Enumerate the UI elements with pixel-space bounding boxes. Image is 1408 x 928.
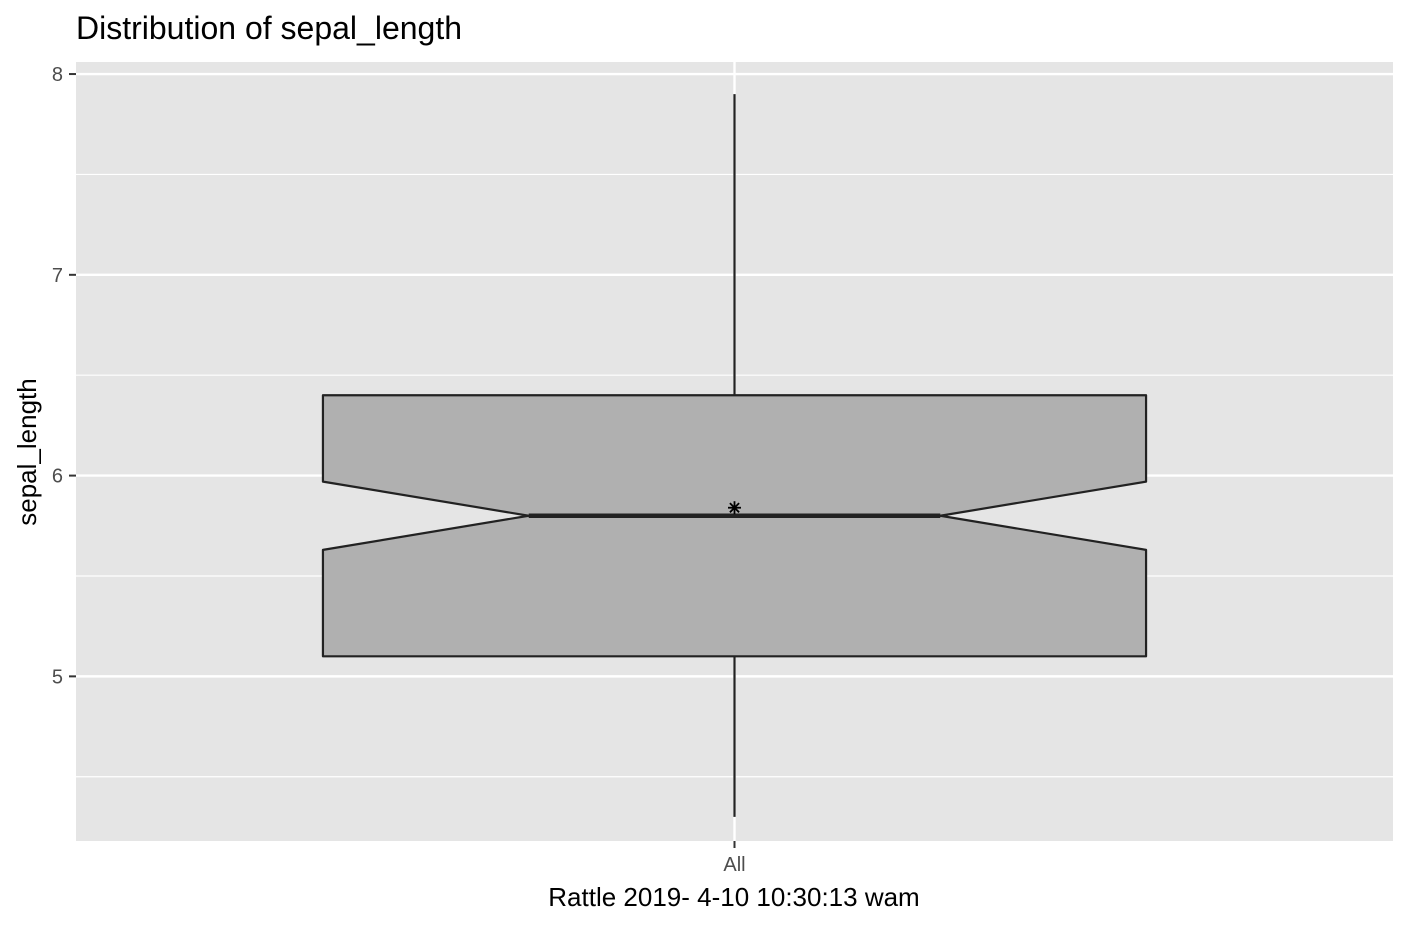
y-axis-label: sepal_length (12, 378, 42, 525)
y-tick-label: 7 (52, 265, 63, 287)
y-tick-label: 5 (52, 666, 63, 688)
notched-box (321, 394, 1148, 658)
mean-marker (728, 501, 741, 515)
chart-title: Distribution of sepal_length (76, 10, 462, 46)
y-tick-label: 8 (52, 64, 63, 86)
x-axis: All (723, 841, 746, 876)
x-tick-label: All (723, 854, 745, 876)
box-layer (321, 94, 1148, 817)
mean-marker-stroke (729, 502, 740, 513)
x-axis-label: Rattle 2019- 4-10 10:30:13 wam (548, 882, 919, 912)
y-axis: 5 6 7 8 (52, 64, 76, 688)
y-tick-label: 6 (52, 466, 63, 488)
